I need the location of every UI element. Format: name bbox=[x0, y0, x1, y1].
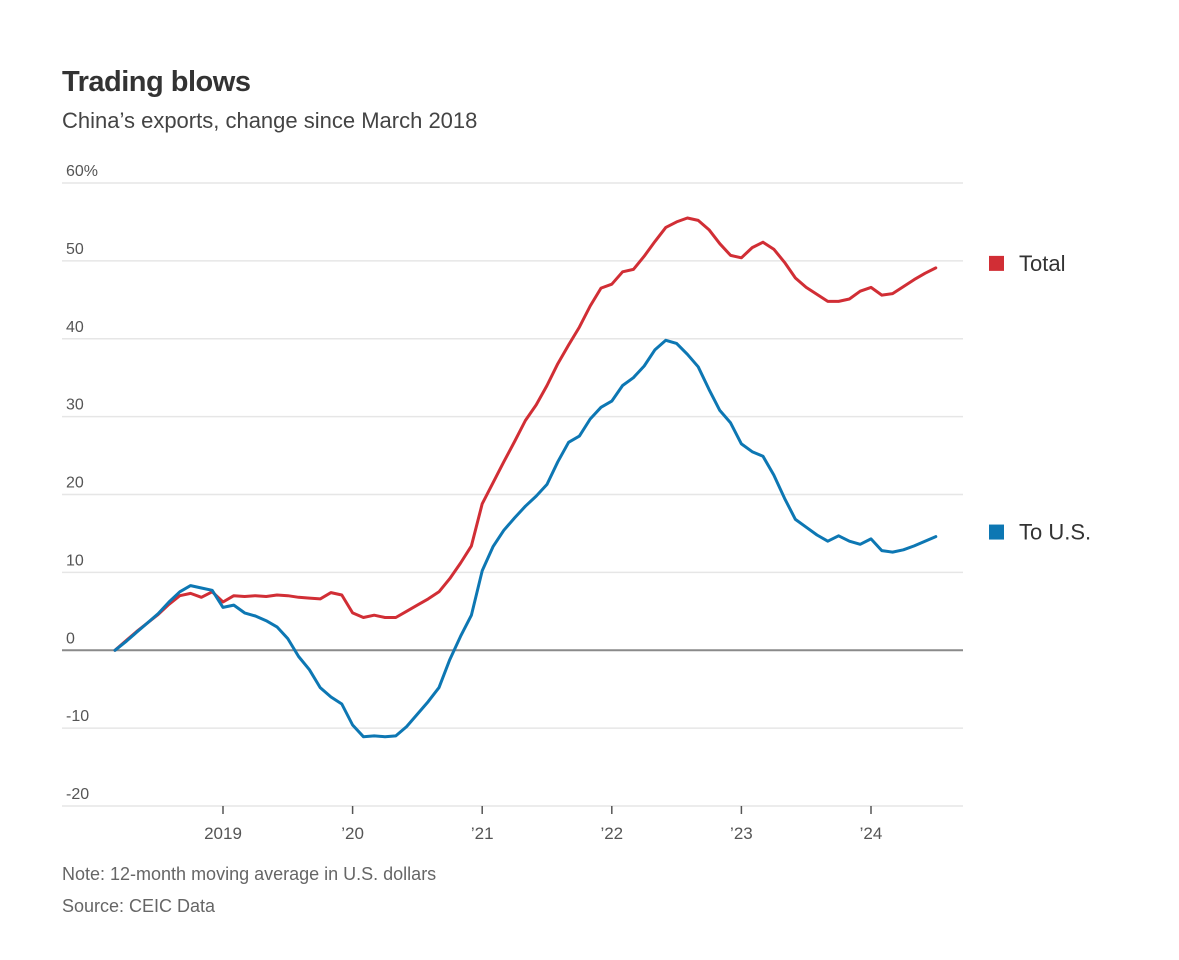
y-tick-label: 30 bbox=[66, 397, 84, 414]
series-lines bbox=[113, 216, 938, 739]
chart-title: Trading blows bbox=[62, 66, 251, 98]
series-line-to-us bbox=[113, 338, 938, 739]
y-tick-label: 20 bbox=[66, 475, 84, 492]
y-tick-label: 10 bbox=[66, 552, 84, 569]
x-tick-label: ’20 bbox=[341, 824, 364, 843]
legend-label-total: Total bbox=[1019, 251, 1065, 276]
legend: Total To U.S. bbox=[989, 251, 1091, 545]
y-tick-label: -20 bbox=[66, 786, 89, 803]
x-tick-label: ’22 bbox=[600, 824, 623, 843]
y-tick-label: 60% bbox=[66, 163, 98, 180]
legend-swatch-total bbox=[989, 255, 1004, 271]
series-line-total bbox=[113, 216, 938, 652]
x-tick-label: 2019 bbox=[204, 824, 242, 843]
x-tick-label: ’24 bbox=[860, 824, 883, 843]
chart-source: Source: CEIC Data bbox=[62, 896, 216, 916]
legend-swatch-to-us bbox=[989, 524, 1004, 540]
y-tick-label: 50 bbox=[66, 241, 84, 258]
x-tick-label: ’23 bbox=[730, 824, 753, 843]
grid-lines bbox=[62, 182, 963, 807]
x-tick-label: ’21 bbox=[471, 824, 494, 843]
y-tick-label: 0 bbox=[66, 630, 75, 647]
x-axis-tick-labels: 2019 ’20 ’21 ’22 ’23 ’24 bbox=[204, 806, 882, 843]
y-axis-tick-labels: 60% 50 40 30 20 10 0 -10 -20 bbox=[66, 163, 98, 803]
chart-note: Note: 12-month moving average in U.S. do… bbox=[62, 864, 437, 884]
legend-label-to-us: To U.S. bbox=[1019, 520, 1091, 545]
chart-subtitle: China’s exports, change since March 2018 bbox=[62, 108, 478, 133]
y-tick-label: -10 bbox=[66, 708, 89, 725]
y-tick-label: 40 bbox=[66, 319, 84, 336]
